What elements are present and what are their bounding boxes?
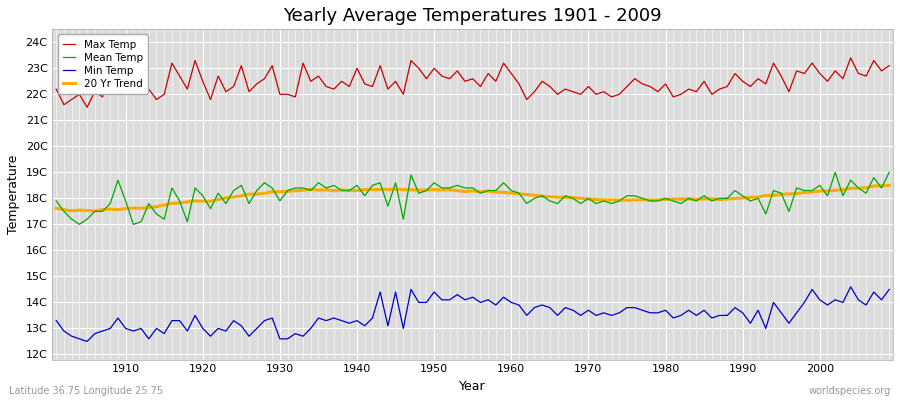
Mean Temp	[290, 186, 301, 190]
Max Temp	[606, 94, 616, 99]
Mean Temp	[606, 201, 616, 206]
20 Yr Trend	[89, 209, 100, 214]
Mean Temp	[50, 198, 61, 203]
20 Yr Trend	[337, 188, 347, 192]
Line: 20 Yr Trend: 20 Yr Trend	[56, 185, 889, 211]
Mean Temp	[884, 170, 895, 175]
20 Yr Trend	[514, 192, 525, 196]
Min Temp	[845, 284, 856, 289]
Min Temp	[82, 339, 93, 344]
Max Temp	[337, 79, 347, 84]
Mean Temp	[121, 198, 131, 203]
Max Temp	[514, 82, 525, 86]
Max Temp	[506, 71, 517, 76]
Min Temp	[514, 303, 525, 308]
Mean Temp	[74, 222, 85, 227]
Max Temp	[50, 87, 61, 92]
Max Temp	[290, 94, 301, 99]
Min Temp	[506, 300, 517, 305]
Mean Temp	[337, 188, 347, 193]
Text: worldspecies.org: worldspecies.org	[809, 386, 891, 396]
Line: Min Temp: Min Temp	[56, 287, 889, 342]
20 Yr Trend	[506, 191, 517, 196]
Mean Temp	[830, 170, 841, 175]
20 Yr Trend	[121, 206, 131, 211]
Min Temp	[121, 326, 131, 331]
Mean Temp	[506, 188, 517, 193]
Y-axis label: Temperature: Temperature	[7, 155, 20, 234]
Title: Yearly Average Temperatures 1901 - 2009: Yearly Average Temperatures 1901 - 2009	[284, 7, 662, 25]
Max Temp	[82, 105, 93, 110]
Min Temp	[606, 313, 616, 318]
20 Yr Trend	[50, 206, 61, 211]
Max Temp	[845, 56, 856, 60]
Min Temp	[50, 318, 61, 323]
Max Temp	[121, 76, 131, 81]
Mean Temp	[514, 191, 525, 196]
Min Temp	[337, 318, 347, 323]
Max Temp	[884, 63, 895, 68]
20 Yr Trend	[884, 183, 895, 188]
Line: Mean Temp: Mean Temp	[56, 172, 889, 224]
20 Yr Trend	[606, 198, 616, 202]
Min Temp	[884, 287, 895, 292]
Legend: Max Temp, Mean Temp, Min Temp, 20 Yr Trend: Max Temp, Mean Temp, Min Temp, 20 Yr Tre…	[58, 34, 148, 94]
Min Temp	[290, 331, 301, 336]
20 Yr Trend	[290, 188, 301, 193]
Line: Max Temp: Max Temp	[56, 58, 889, 107]
X-axis label: Year: Year	[459, 380, 486, 393]
Text: Latitude 36.75 Longitude 25.75: Latitude 36.75 Longitude 25.75	[9, 386, 163, 396]
